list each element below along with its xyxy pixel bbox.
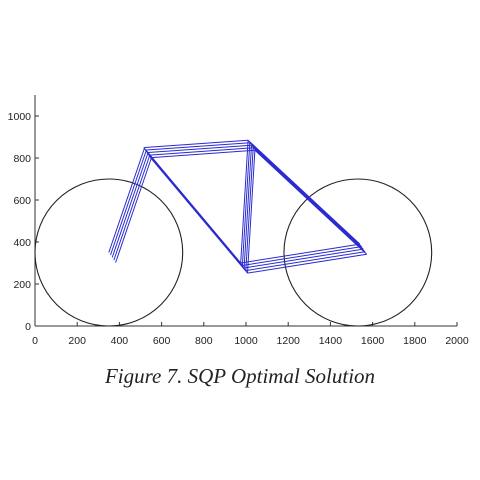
x-tick-label: 800 <box>195 335 213 347</box>
x-tick-label: 1000 <box>234 335 258 347</box>
axes: 0 200 400 600 800 1000 1200 1400 1600 1800 2000 0 20… <box>8 95 469 347</box>
x-tick-label: 600 <box>153 335 171 347</box>
frame-seat-stay-front-1 <box>111 150 147 255</box>
y-tick-label: 0 <box>25 321 31 333</box>
frame-seat-tube-2 <box>244 145 251 268</box>
frame-chain-stay-2 <box>244 249 363 268</box>
frame-seat-stay-front-4 <box>116 158 152 263</box>
frame-down-tube-4 <box>150 158 247 274</box>
frame-seat-stay-front-0 <box>109 148 145 253</box>
x-tick-label: 200 <box>68 335 86 347</box>
x-tick-label: 1800 <box>403 335 427 347</box>
frame-head-tube-0 <box>248 140 360 244</box>
frame-head-tube-1 <box>250 143 362 247</box>
frame-seat-stay-front-2 <box>112 153 148 258</box>
y-tick-label: 600 <box>13 195 31 207</box>
x-tick-label: 1600 <box>361 335 385 347</box>
y-tick-label: 400 <box>13 237 31 249</box>
x-tick-label: 2000 <box>445 335 469 347</box>
x-tick-label: 1200 <box>277 335 301 347</box>
frame-head-tube-3 <box>253 148 365 252</box>
frame-chain-stay-3 <box>246 252 365 271</box>
y-tick-label: 1000 <box>8 111 32 123</box>
x-tick-label: 400 <box>111 335 129 347</box>
frame-head-tube-2 <box>252 145 364 249</box>
frame-chain-stay-0 <box>241 244 360 263</box>
frame-lines <box>109 140 367 273</box>
frame-seat-stay-front-3 <box>114 155 150 260</box>
y-tick-label: 800 <box>13 153 31 165</box>
frame-chain-stay-4 <box>248 254 367 273</box>
x-tick-label: 1400 <box>319 335 343 347</box>
figure-caption: Figure 7. SQP Optimal Solution <box>0 364 480 389</box>
x-tick-label: 0 <box>32 335 38 347</box>
frame-chain-stay-1 <box>242 247 361 266</box>
frame-head-tube-4 <box>255 150 367 254</box>
y-tick-label: 200 <box>13 279 31 291</box>
wheels <box>35 179 432 326</box>
